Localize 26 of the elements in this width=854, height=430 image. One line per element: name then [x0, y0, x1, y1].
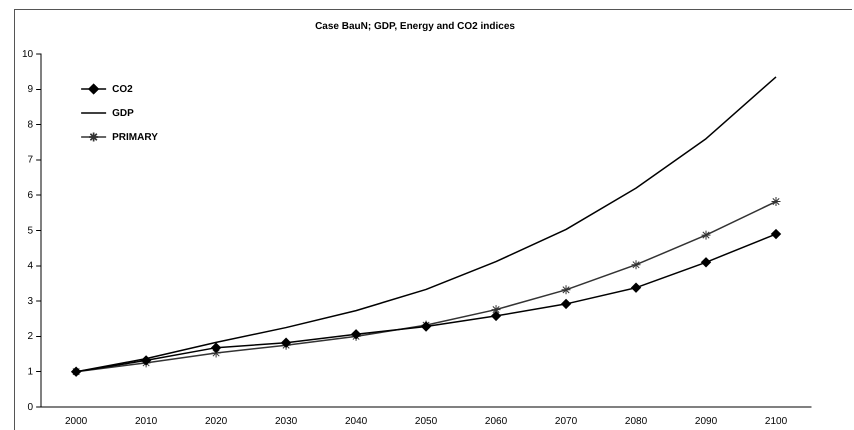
y-tick-label: 1 [28, 366, 34, 378]
chart-title: Case BauN; GDP, Energy and CO2 indices [315, 20, 516, 32]
legend-label: GDP [112, 108, 134, 119]
y-tick-label: 4 [28, 260, 34, 272]
x-tick-label: 2040 [344, 416, 368, 427]
x-tick-label: 2020 [204, 416, 228, 427]
x-tick-label: 2090 [694, 416, 718, 427]
x-tick-label: 2030 [274, 416, 298, 427]
y-tick-label: 8 [28, 119, 34, 130]
legend-label: PRIMARY [112, 132, 158, 143]
x-tick-label: 2050 [414, 416, 438, 427]
x-tick-label: 2070 [554, 416, 578, 427]
y-tick-label: 6 [28, 190, 34, 201]
x-tick-label: 2060 [484, 416, 508, 427]
y-tick-label: 3 [28, 296, 34, 307]
y-tick-label: 9 [28, 84, 34, 96]
y-tick-label: 10 [22, 48, 34, 60]
x-tick-label: 2010 [134, 416, 158, 427]
y-tick-label: 2 [28, 331, 34, 342]
y-tick-label: 5 [28, 225, 34, 236]
legend-label: CO2 [112, 84, 134, 95]
y-tick-label: 7 [28, 154, 34, 166]
x-tick-label: 2000 [64, 416, 88, 427]
x-tick-label: 2100 [764, 416, 788, 427]
x-tick-label: 2080 [624, 416, 648, 427]
y-tick-label: 0 [28, 402, 34, 413]
